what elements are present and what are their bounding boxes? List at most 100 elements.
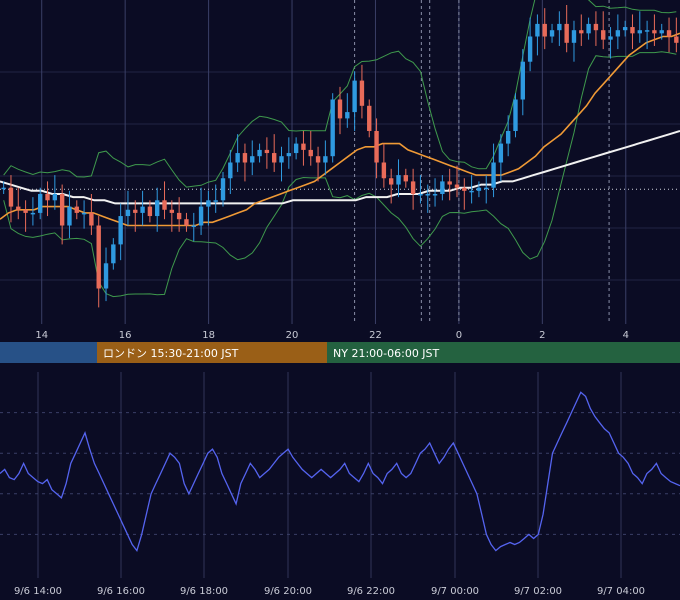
candle-body [476, 187, 482, 191]
candle-body [111, 244, 116, 264]
candle-body [257, 149, 262, 157]
candle-body [615, 30, 621, 37]
candle-body [89, 212, 94, 226]
candle-body [388, 178, 394, 185]
candle-body [381, 162, 387, 179]
price-x-tick-label: 18 [202, 330, 215, 341]
candle-body [622, 27, 628, 31]
candle-body [308, 149, 313, 157]
candle-body [59, 194, 65, 226]
candle-body [81, 212, 87, 215]
candle-body [535, 23, 540, 37]
oscillator-x-tick-label: 9/7 00:00 [431, 586, 479, 597]
session-block [97, 342, 327, 363]
candle-body [38, 194, 43, 213]
candle-body [579, 30, 584, 34]
candle-body [337, 99, 343, 119]
candle-body [279, 156, 284, 163]
candle-body [162, 200, 167, 210]
candle-body [184, 219, 189, 226]
session-label: ロンドン 15:30-21:00 JST [103, 347, 239, 360]
candle-body [425, 194, 430, 196]
candle-body [147, 206, 153, 217]
candle-body [250, 156, 255, 163]
candle-body [432, 194, 438, 196]
candle-body [235, 153, 240, 163]
candle-body [447, 181, 452, 185]
candle-body [118, 216, 123, 245]
price-x-tick-label: 4 [623, 330, 629, 341]
oscillator-panel [0, 391, 680, 553]
candle-body [1, 187, 6, 190]
candle-body [103, 263, 109, 289]
price-x-tick-label: 22 [369, 330, 382, 341]
candle-body [374, 131, 379, 163]
oscillator-x-tick-label: 9/6 22:00 [347, 586, 395, 597]
session-block [0, 342, 97, 363]
price-x-tick-label: 14 [35, 330, 48, 341]
candle-body [16, 206, 21, 210]
candle-body [484, 187, 489, 190]
candle-body [601, 30, 606, 40]
candle-body [674, 36, 679, 43]
candle-body [264, 149, 270, 154]
candle-body [542, 23, 547, 37]
moving-average-line [0, 32, 680, 227]
candle-body [498, 143, 504, 163]
candle-body [155, 200, 160, 217]
candle-body [323, 156, 328, 163]
candle-body [666, 30, 672, 37]
candle-body [396, 175, 401, 185]
candle-body [454, 184, 460, 188]
candle-body [527, 36, 533, 62]
candle-body [206, 200, 211, 207]
oscillator-x-tick-label: 9/6 14:00 [14, 586, 62, 597]
candle-body [469, 190, 474, 193]
oscillator-x-tick-label: 9/7 04:00 [597, 586, 645, 597]
candle-body [140, 206, 145, 213]
price-x-tick-label: 20 [286, 330, 299, 341]
candle-body [513, 99, 518, 131]
candle-body [242, 153, 248, 163]
bollinger-lower-band [3, 51, 677, 298]
candle-body [96, 225, 101, 289]
candle-body [220, 178, 226, 201]
candle-body [315, 156, 321, 163]
candle-body [549, 30, 555, 37]
candle-body [125, 209, 131, 217]
candle-body [352, 80, 357, 113]
candle-body [272, 153, 277, 163]
long-moving-average-line [0, 130, 680, 205]
candle-body [67, 206, 72, 226]
candle-body [410, 181, 416, 194]
oscillator-x-tick-label: 9/6 20:00 [264, 586, 312, 597]
oscillator-x-axis: 9/6 14:00 9/6 16:00 9/6 18:00 9/6 20:00 9/6 … [14, 586, 645, 597]
candle-body [301, 143, 306, 150]
price-x-tick-label: 0 [456, 330, 462, 341]
price-x-axis: 14 16 18 20 22 0 2 4 [35, 330, 629, 341]
oscillator-x-tick-label: 9/6 18:00 [180, 586, 228, 597]
candle-body [45, 194, 50, 201]
candle-body [491, 162, 496, 188]
candle-body [637, 30, 642, 34]
session-block [327, 342, 680, 363]
price-x-tick-label: 2 [539, 330, 545, 341]
candle-body [30, 212, 36, 215]
candle-body [169, 209, 175, 213]
candle-body [418, 194, 423, 196]
candle-body [23, 209, 28, 213]
candle-body [659, 30, 664, 34]
candle-body [520, 61, 525, 100]
candle-body [586, 23, 591, 34]
candle-body [133, 209, 138, 213]
price-x-tick-label: 16 [119, 330, 132, 341]
oscillator-x-tick-label: 9/7 02:00 [514, 586, 562, 597]
candle-body [52, 194, 58, 201]
candle-body [330, 99, 335, 157]
price-panel [0, 0, 680, 308]
candle-body [286, 153, 292, 157]
candle-body [652, 30, 657, 34]
candle-body [293, 143, 299, 154]
oscillator-x-tick-label: 9/6 16:00 [97, 586, 145, 597]
